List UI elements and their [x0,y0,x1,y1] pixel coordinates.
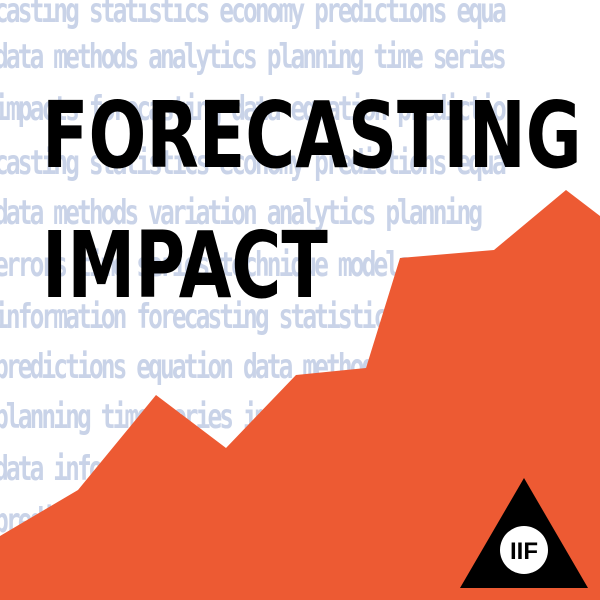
background-word-line: data methods variation analytics plannin… [0,193,483,233]
chart-area [0,190,600,600]
logo-text: IIF [510,538,538,565]
background-word-line: data methods analytics planning time ser… [0,37,507,77]
title-line-1: FORECASTING [42,82,582,189]
background-word-line: impacts forecasting data equation predic… [0,89,507,129]
background-word-line: information forecasting statistics [0,297,400,337]
iif-logo-icon: IIF [460,478,588,588]
background-word-line: casting statistics economy predictions e… [0,143,507,183]
background-word-line: casting statistics economy predictions e… [0,0,507,31]
background-word-line: errors time series technique models [0,245,412,285]
logo-circle [500,526,548,574]
title-line-2: IMPACT [42,212,328,319]
